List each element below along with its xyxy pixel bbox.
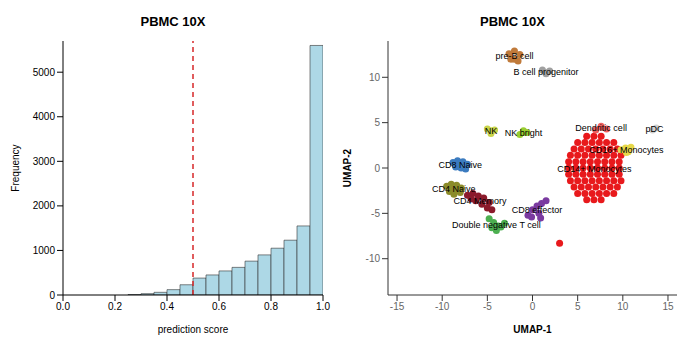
svg-text:-5: -5 [371,208,380,219]
svg-text:5: 5 [575,301,581,312]
svg-text:0.6: 0.6 [212,301,226,312]
svg-text:1000: 1000 [33,245,56,256]
svg-text:CD4 Memory: CD4 Memory [453,196,507,206]
svg-text:CD8 Naive: CD8 Naive [439,160,483,170]
svg-text:prediction score: prediction score [158,324,229,335]
svg-text:Dendritic cell: Dendritic cell [575,123,627,133]
svg-text:pDC: pDC [645,124,664,134]
svg-text:NK bright: NK bright [505,128,543,138]
svg-text:5000: 5000 [33,67,56,78]
svg-text:CD8 effector: CD8 effector [512,205,562,215]
svg-text:Frequency: Frequency [10,144,21,191]
svg-text:-10: -10 [435,301,450,312]
svg-text:2000: 2000 [33,200,56,211]
svg-text:0.0: 0.0 [56,301,70,312]
svg-text:10: 10 [617,301,629,312]
svg-text:UMAP-1: UMAP-1 [513,324,552,335]
svg-text:15: 15 [662,301,674,312]
html-text:PBMC 10X: PBMC 10X [480,14,545,29]
svg-text:1.0: 1.0 [316,301,330,312]
svg-text:UMAP-2: UMAP-2 [342,148,353,187]
svg-text:0.4: 0.4 [160,301,174,312]
svg-text:B cell progenitor: B cell progenitor [514,67,579,77]
svg-text:3000: 3000 [33,156,56,167]
svg-text:-10: -10 [366,253,381,264]
svg-text:CD14+ Monocytes: CD14+ Monocytes [557,164,632,174]
svg-text:CD16+ Monocytes: CD16+ Monocytes [589,145,664,155]
svg-text:0.8: 0.8 [264,301,278,312]
svg-text:0: 0 [49,290,55,301]
svg-text:4000: 4000 [33,111,56,122]
html-text:PBMC 10X: PBMC 10X [140,14,206,29]
svg-text:10: 10 [369,72,381,83]
svg-text:CD4 Naive: CD4 Naive [432,184,476,194]
svg-text:pre-B cell: pre-B cell [495,51,533,61]
svg-text:0.2: 0.2 [108,301,122,312]
svg-text:0: 0 [530,301,536,312]
svg-text:-5: -5 [483,301,492,312]
svg-text:NK: NK [485,126,498,136]
svg-text:Double negative T cell: Double negative T cell [452,220,541,230]
svg-text:0: 0 [374,163,380,174]
svg-text:-15: -15 [390,301,405,312]
svg-text:5: 5 [374,117,380,128]
